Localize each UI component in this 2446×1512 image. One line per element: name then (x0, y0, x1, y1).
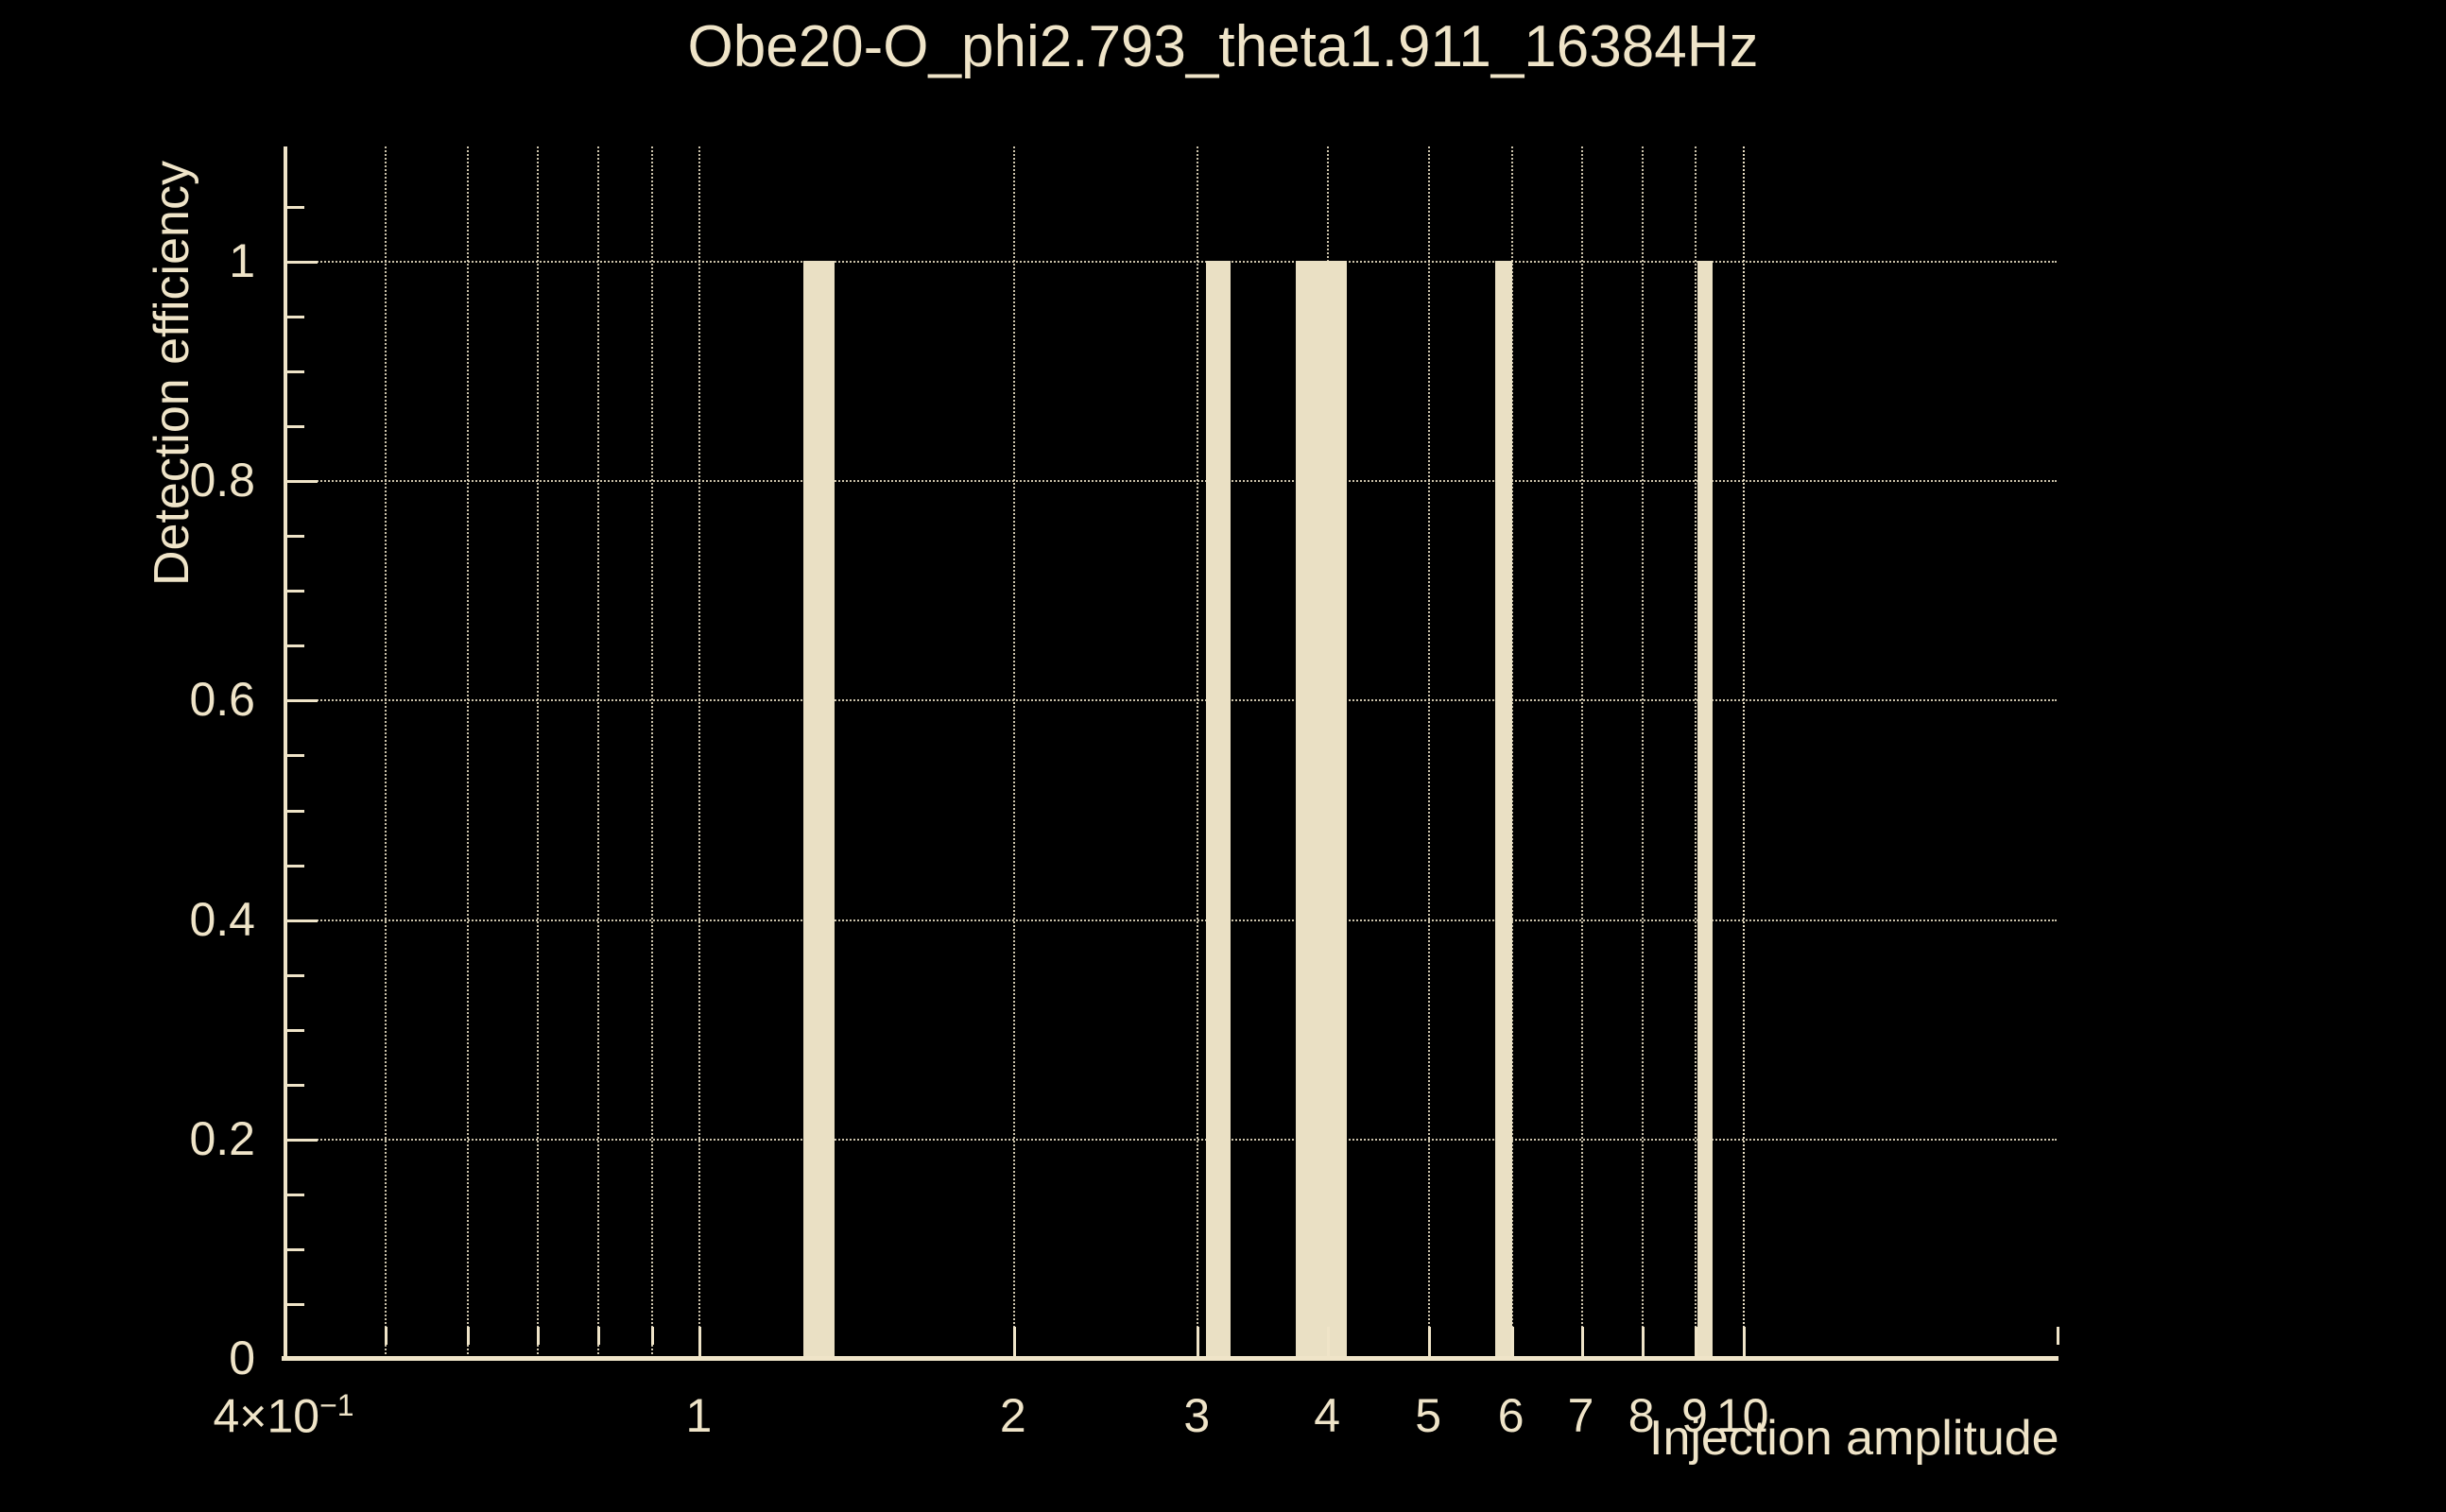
y-axis-tick (284, 644, 304, 648)
gridline-vertical (1428, 146, 1431, 1358)
y-axis-tick (284, 480, 318, 484)
x-axis-tick (1641, 1327, 1645, 1357)
bar (1205, 261, 1231, 1358)
x-axis-tick (597, 1327, 601, 1345)
x-axis-title: Injection amplitude (1649, 1411, 2059, 1466)
y-axis-tick (284, 261, 318, 264)
gridline-vertical (1641, 146, 1644, 1358)
x-axis-tick-label: 4 (1314, 1389, 1341, 1442)
x-axis-tick (1197, 1327, 1200, 1357)
y-axis-tick-label: 0.4 (189, 892, 255, 946)
y-axis-tick (284, 754, 304, 758)
x-axis-tick (385, 1327, 388, 1345)
x-axis-tick-label: 9 (1681, 1389, 1708, 1442)
gridline-vertical (1197, 146, 1199, 1358)
y-axis-tick-label: 0 (229, 1332, 255, 1384)
gridline-horizontal (284, 919, 2057, 921)
y-axis-tick (284, 1302, 304, 1306)
x-axis-tick (698, 1327, 702, 1357)
x-axis-tick (1695, 1327, 1698, 1357)
gridline-horizontal (284, 480, 2057, 483)
x-axis-tick (650, 1327, 654, 1345)
x-axis-tick (1742, 1327, 1746, 1357)
x-axis-tick-label: 2 (999, 1389, 1026, 1442)
bar (1697, 261, 1713, 1358)
x-axis-tick (1580, 1327, 1584, 1357)
y-axis-tick-label: 1 (229, 234, 255, 287)
x-axis-tick (1428, 1327, 1432, 1357)
x-axis-tick-label: 3 (1183, 1389, 1211, 1442)
gridline-vertical (1580, 146, 1583, 1358)
x-axis-tick (284, 1327, 286, 1357)
x-axis-tick (1327, 1327, 1331, 1357)
plot-clip (284, 146, 2057, 1358)
x-axis-tick-label: 1 (685, 1389, 713, 1442)
y-axis-tick (284, 316, 304, 319)
gridline-vertical (385, 146, 387, 1358)
y-axis-tick (284, 864, 304, 868)
y-axis-tick (284, 1138, 318, 1142)
y-axis-tick (284, 535, 304, 539)
y-axis-tick (284, 590, 304, 593)
y-axis-tick (284, 1028, 304, 1032)
y-axis-line (284, 146, 287, 1360)
x-axis-tick-label: 5 (1415, 1389, 1442, 1442)
y-axis-tick (284, 699, 318, 703)
plot-area (284, 146, 2057, 1358)
x-axis-tick-label: 10 (1715, 1389, 1769, 1442)
gridline-vertical (1742, 146, 1745, 1358)
y-axis-tick (284, 425, 304, 429)
y-axis-tick-label: 0.6 (189, 673, 255, 727)
gridline-vertical (597, 146, 600, 1358)
x-axis-line (282, 1356, 2058, 1361)
x-axis-tick (467, 1327, 471, 1345)
gridline-horizontal (284, 1138, 2057, 1141)
gridline-vertical (537, 146, 540, 1358)
x-axis-tick (2057, 1327, 2059, 1345)
y-axis-tick (284, 1247, 304, 1251)
y-axis-tick (284, 919, 318, 922)
gridline-vertical (698, 146, 701, 1358)
bar (1494, 261, 1513, 1358)
y-axis-tick (284, 809, 304, 813)
y-axis-tick (284, 973, 304, 977)
gridline-vertical (650, 146, 653, 1358)
y-axis-tick (284, 205, 304, 209)
bar (803, 261, 835, 1358)
x-axis-tick-label: 7 (1567, 1389, 1594, 1442)
y-axis-tick-label: 0.2 (189, 1111, 255, 1165)
x-axis-tick (1012, 1327, 1016, 1357)
x-axis-tick (1510, 1327, 1514, 1357)
y-axis-tick (284, 1193, 304, 1196)
gridline-horizontal (284, 261, 2057, 263)
y-axis-tick (284, 370, 304, 374)
x-axis-tick-label: 4×10−1 (213, 1388, 354, 1443)
y-axis-tick (284, 1358, 318, 1361)
x-axis-tick (537, 1327, 541, 1345)
gridline-horizontal (284, 699, 2057, 702)
chart-title: Obe20-O_phi2.793_theta1.911_16384Hz (687, 14, 1759, 79)
gridline-vertical (467, 146, 470, 1358)
gridline-vertical (1695, 146, 1697, 1358)
y-axis-tick-label: 0.8 (189, 454, 255, 507)
gridline-vertical (1012, 146, 1015, 1358)
bar (1295, 261, 1348, 1358)
y-axis-tick (284, 1083, 304, 1087)
x-axis-tick-label: 6 (1497, 1389, 1524, 1442)
y-axis-title: Detection efficiency (145, 161, 199, 586)
x-axis-tick-label: 8 (1628, 1389, 1655, 1442)
